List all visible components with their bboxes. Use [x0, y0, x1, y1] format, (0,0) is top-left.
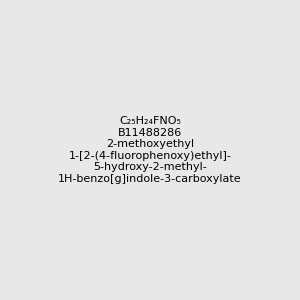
Text: C₂₅H₂₄FNO₅
B11488286
2-methoxyethyl
1-[2-(4-fluorophenoxy)ethyl]-
5-hydroxy-2-me: C₂₅H₂₄FNO₅ B11488286 2-methoxyethyl 1-[2… — [58, 116, 242, 184]
